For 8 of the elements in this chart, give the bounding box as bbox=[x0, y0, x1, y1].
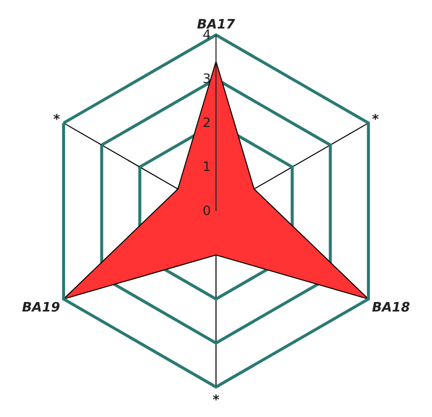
y-tick-label: 0 bbox=[202, 204, 211, 220]
spoke-label: * bbox=[212, 393, 220, 408]
y-tick-label: 1 bbox=[202, 160, 211, 176]
spoke-label: * bbox=[372, 112, 379, 128]
spoke-label: BA19 bbox=[22, 300, 60, 316]
spoke-label: * bbox=[53, 112, 60, 128]
spoke-label: BA18 bbox=[372, 300, 410, 316]
y-tick-label: 2 bbox=[202, 116, 211, 132]
